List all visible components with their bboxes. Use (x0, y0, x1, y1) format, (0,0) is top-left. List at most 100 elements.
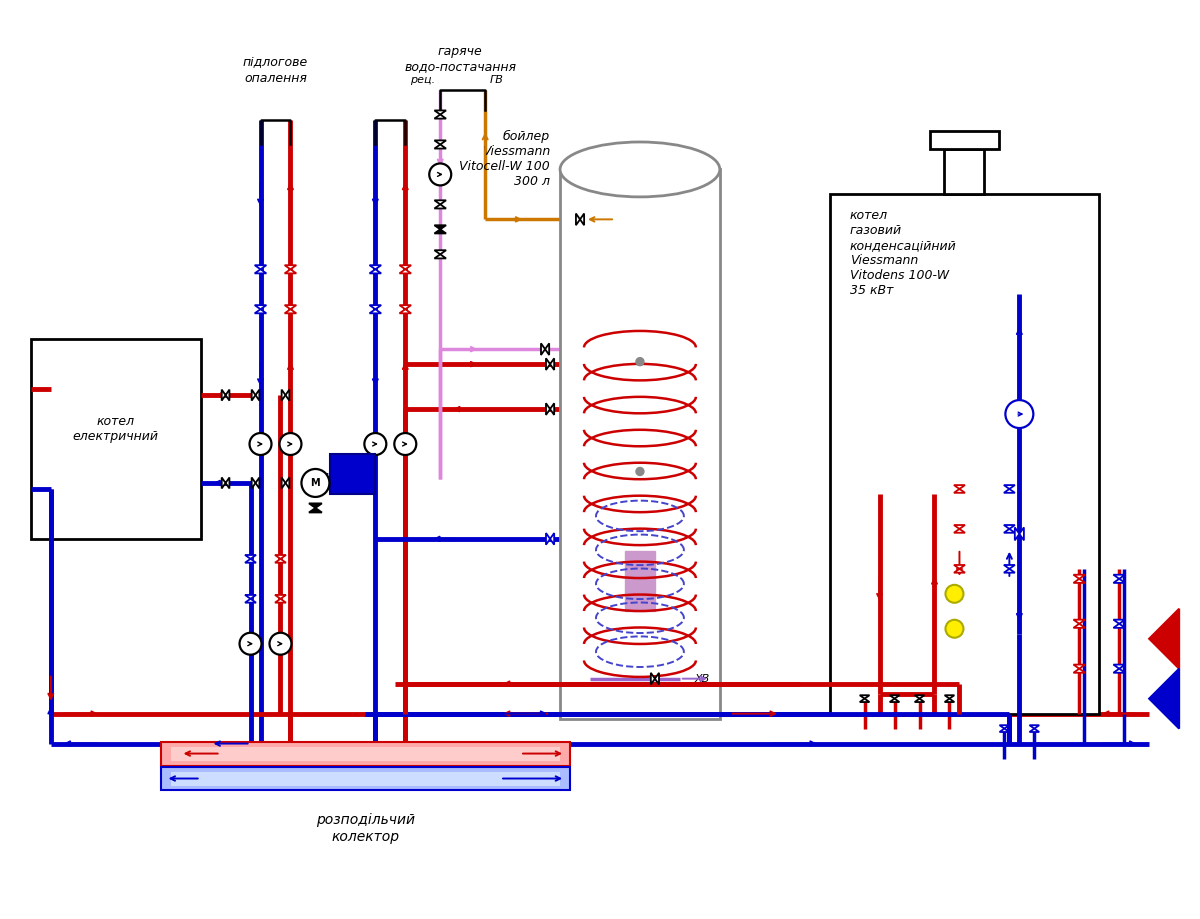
Polygon shape (1150, 608, 1180, 669)
Polygon shape (245, 595, 256, 599)
Polygon shape (954, 489, 965, 493)
Circle shape (636, 357, 644, 366)
Polygon shape (1030, 729, 1039, 732)
Polygon shape (1074, 624, 1085, 628)
Polygon shape (1114, 579, 1126, 583)
Text: котел
електричний: котел електричний (73, 415, 158, 443)
Polygon shape (286, 478, 289, 489)
Text: ХВ: ХВ (695, 674, 710, 684)
Polygon shape (1000, 729, 1009, 732)
Polygon shape (284, 269, 296, 273)
Polygon shape (545, 344, 550, 355)
Bar (170, 772, 560, 786)
Polygon shape (1150, 669, 1180, 729)
Polygon shape (434, 144, 446, 149)
Circle shape (240, 633, 262, 654)
Polygon shape (1074, 669, 1085, 673)
Circle shape (365, 433, 386, 455)
Circle shape (946, 619, 964, 638)
Bar (170, 746, 560, 761)
Polygon shape (655, 673, 659, 685)
Polygon shape (1114, 664, 1126, 669)
Polygon shape (370, 269, 382, 273)
Polygon shape (954, 529, 965, 533)
Polygon shape (546, 358, 550, 370)
Polygon shape (580, 213, 584, 225)
Polygon shape (434, 204, 446, 209)
Polygon shape (286, 390, 289, 401)
Polygon shape (370, 309, 382, 313)
Polygon shape (1000, 725, 1009, 729)
Polygon shape (1004, 525, 1015, 529)
Circle shape (250, 433, 271, 455)
Polygon shape (1074, 574, 1085, 579)
Polygon shape (400, 309, 412, 313)
Polygon shape (254, 269, 266, 273)
Polygon shape (1030, 725, 1039, 729)
Polygon shape (434, 110, 446, 115)
Polygon shape (370, 305, 382, 309)
Bar (560, 169, 720, 719)
Polygon shape (1004, 569, 1015, 573)
Polygon shape (1114, 669, 1126, 673)
Polygon shape (434, 225, 446, 230)
Polygon shape (370, 266, 382, 269)
Polygon shape (254, 305, 266, 309)
Polygon shape (650, 673, 655, 685)
Text: рец.: рец. (410, 74, 436, 85)
Text: гаряче
водо-постачання: гаряче водо-постачання (404, 45, 516, 73)
Bar (330, 454, 376, 494)
Polygon shape (308, 504, 322, 508)
Bar (161, 766, 570, 790)
Bar (829, 195, 1099, 714)
Text: ГВ: ГВ (490, 74, 504, 85)
Polygon shape (245, 599, 256, 603)
Polygon shape (1004, 489, 1015, 493)
Bar (625, 551, 655, 611)
Polygon shape (889, 698, 900, 702)
Circle shape (1006, 400, 1033, 428)
Polygon shape (550, 358, 554, 370)
Polygon shape (541, 344, 545, 355)
Circle shape (270, 633, 292, 654)
Polygon shape (275, 599, 286, 603)
Polygon shape (275, 555, 286, 559)
Polygon shape (282, 390, 286, 401)
Text: підлогове
опалення: підлогове опалення (242, 57, 308, 85)
Polygon shape (576, 213, 580, 225)
Bar (944, 150, 984, 195)
Polygon shape (434, 255, 446, 258)
Polygon shape (256, 478, 259, 489)
Polygon shape (254, 309, 266, 313)
Polygon shape (546, 403, 550, 414)
Polygon shape (284, 266, 296, 269)
Polygon shape (1004, 529, 1015, 533)
Ellipse shape (560, 142, 720, 197)
Polygon shape (434, 200, 446, 204)
Polygon shape (954, 525, 965, 529)
Polygon shape (1004, 485, 1015, 489)
Polygon shape (914, 696, 924, 698)
Polygon shape (954, 569, 965, 573)
Circle shape (280, 433, 301, 455)
Bar (161, 742, 570, 766)
Circle shape (946, 584, 964, 603)
Polygon shape (222, 390, 226, 401)
Polygon shape (245, 555, 256, 559)
Polygon shape (256, 390, 259, 401)
Polygon shape (434, 230, 446, 233)
Bar (930, 131, 1000, 150)
Polygon shape (954, 565, 965, 569)
Polygon shape (434, 141, 446, 144)
Polygon shape (245, 559, 256, 562)
Polygon shape (252, 478, 256, 489)
Text: котел
газовий
конденсаційний
Viessmann
Vitodens 100-W
35 кВт: котел газовий конденсаційний Viessmann V… (850, 210, 956, 298)
Polygon shape (282, 478, 286, 489)
Polygon shape (889, 696, 900, 698)
Text: бойлер
Viessmann
Vitocell-W 100
300 л: бойлер Viessmann Vitocell-W 100 300 л (460, 130, 550, 187)
Polygon shape (546, 533, 550, 545)
Circle shape (301, 469, 330, 497)
Polygon shape (254, 266, 266, 269)
Polygon shape (226, 478, 229, 489)
Polygon shape (226, 390, 229, 401)
